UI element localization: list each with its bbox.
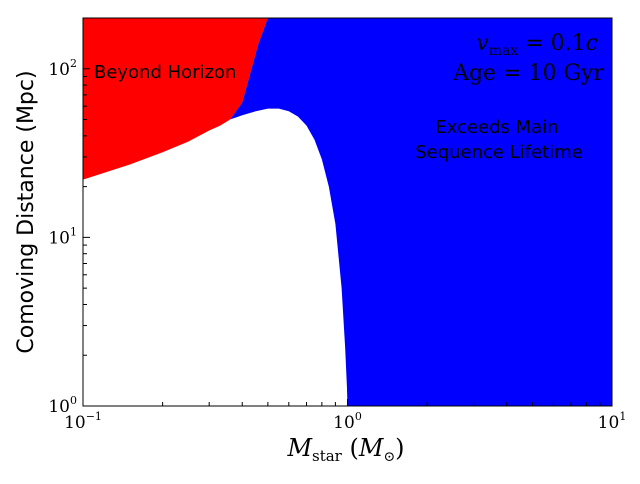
y-tick-label: 102 <box>48 57 77 80</box>
plot-area <box>83 18 612 406</box>
region-label-exceeds-main-line1: Exceeds Main <box>435 117 558 138</box>
region-label-beyond-horizon: Beyond Horizon <box>94 62 236 83</box>
x-tick-label: 100 <box>333 410 362 433</box>
x-tick-label: 101 <box>598 410 627 433</box>
x-axis-ticks: 10−1 100 101 <box>64 399 626 433</box>
y-tick-label: 100 <box>48 394 77 417</box>
annotation-vmax: vmax = 0.1c <box>476 31 598 59</box>
x-axis-label: Mstar (M⊙) <box>286 434 404 465</box>
annotation-age: Age = 10 Gyr <box>452 61 604 86</box>
y-axis-ticks: 100 101 102 <box>48 17 90 417</box>
region-beyond-horizon <box>83 18 268 180</box>
x-tick-label: 10−1 <box>64 410 102 433</box>
region-label-exceeds-main-line2: Sequence Lifetime <box>415 142 583 163</box>
y-axis-label: Comoving Distance (Mpc) <box>14 70 39 353</box>
y-tick-label: 101 <box>48 225 77 248</box>
region-exceeds-main-sequence <box>230 18 612 406</box>
